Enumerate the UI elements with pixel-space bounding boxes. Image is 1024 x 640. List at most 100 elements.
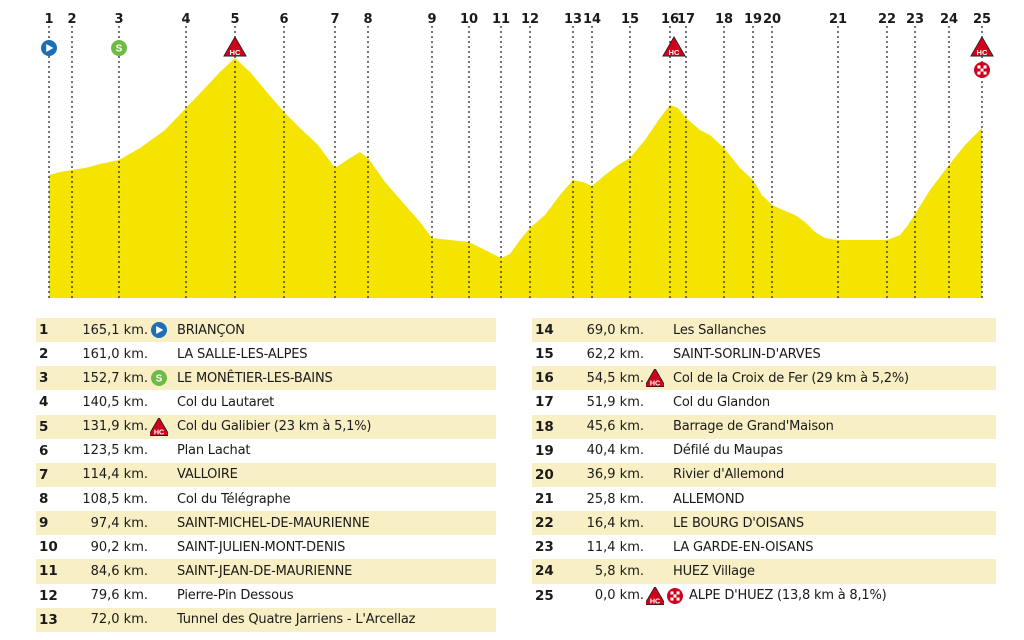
checkpoint-place: LE MONÊTIER-LES-BAINS xyxy=(177,370,333,386)
checkpoint-number: 2 xyxy=(39,346,49,363)
checkpoint-place: VALLOIRE xyxy=(177,467,238,483)
svg-text:HC: HC xyxy=(154,428,164,436)
checkpoint-row: 22 16,4 km. LE BOURG D'OISANS xyxy=(532,511,996,536)
checkpoint-number: 21 xyxy=(829,12,847,27)
checkpoint-place: LA SALLE-LES-ALPES xyxy=(177,346,308,362)
hc-climb-icon: HC xyxy=(646,586,664,605)
checkpoint-row: 14 69,0 km. Les Sallanches xyxy=(532,318,996,343)
checkpoint-distance: 152,7 km. xyxy=(82,370,148,386)
checkpoint-row: 3 152,7 km. S LE MONÊTIER-LES-BAINS xyxy=(36,366,496,391)
checkpoint-number: 9 xyxy=(427,12,436,27)
checkpoint-row: 21 25,8 km. ALLEMOND xyxy=(532,487,996,511)
checkpoint-number: 8 xyxy=(363,12,372,27)
hc-climb-icon: HC xyxy=(150,417,168,436)
checkpoint-place: LA GARDE-EN-OISANS xyxy=(673,539,814,555)
checkpoint-number: 18 xyxy=(715,12,733,27)
checkpoint-number: 14 xyxy=(583,12,601,27)
checkpoint-distance: 16,4 km. xyxy=(586,515,644,531)
checkpoint-place: Col du Lautaret xyxy=(177,394,275,410)
checkpoint-number: 21 xyxy=(535,491,554,508)
checkpoint-distance: 72,0 km. xyxy=(90,612,148,628)
checkpoint-number: 2 xyxy=(67,12,76,27)
checkpoint-number: 17 xyxy=(535,394,554,411)
checkpoint-row: 17 51,9 km. Col du Glandon xyxy=(532,390,996,414)
checkpoint-number: 1 xyxy=(44,12,53,27)
checkpoint-row: 25 0,0 km. HC ALPE D'HUEZ (13,8 km à 8,1%) xyxy=(532,584,996,608)
checkpoint-row: 10 90,2 km. SAINT-JULIEN-MONT-DENIS xyxy=(36,535,496,559)
checkpoint-distance: 5,8 km. xyxy=(594,563,644,579)
checkpoint-number: 10 xyxy=(460,12,478,27)
checkpoint-row: 19 40,4 km. Défilé du Maupas xyxy=(532,439,996,463)
checkpoint-row: 1 165,1 km. BRIANÇON xyxy=(36,318,496,343)
checkpoint-number: 15 xyxy=(621,12,639,27)
checkpoint-table-left: 1 165,1 km. BRIANÇON 2 161,0 km. LA SALLE-LES… xyxy=(36,318,496,632)
checkpoint-row: 8 108,5 km. Col du Télégraphe xyxy=(36,487,496,511)
checkpoint-distance: 90,2 km. xyxy=(90,539,148,555)
checkpoint-number: 12 xyxy=(521,12,539,27)
checkpoint-place: Col du Galibier (23 km à 5,1%) xyxy=(177,419,372,435)
checkpoint-number: 1 xyxy=(39,322,49,339)
checkpoint-number: 20 xyxy=(763,12,781,27)
checkpoint-number: 8 xyxy=(39,491,49,508)
checkpoint-place: LE BOURG D'OISANS xyxy=(673,515,804,531)
svg-text:HC: HC xyxy=(650,597,660,605)
elevation-area xyxy=(49,58,982,298)
checkpoint-distance: 54,5 km. xyxy=(586,370,644,386)
checkpoint-number: 18 xyxy=(535,418,554,435)
checkpoint-row: 18 45,6 km. Barrage de Grand'Maison xyxy=(532,414,996,439)
checkpoint-number: 19 xyxy=(535,442,554,459)
checkpoint-distance: 108,5 km. xyxy=(82,491,148,507)
checkpoint-number: 5 xyxy=(230,12,239,27)
checkpoint-number: 13 xyxy=(39,611,58,628)
checkpoint-place: Col du Glandon xyxy=(673,394,770,410)
sprint-icon: S xyxy=(111,40,127,56)
checkpoint-distance: 123,5 km. xyxy=(82,443,148,459)
checkpoint-number: 24 xyxy=(535,563,554,580)
checkpoint-number: 4 xyxy=(181,12,190,27)
checkpoint-row: 11 84,6 km. SAINT-JEAN-DE-MAURIENNE xyxy=(36,559,496,584)
checkpoint-number: 6 xyxy=(279,12,288,27)
checkpoint-number: 23 xyxy=(906,12,924,27)
checkpoint-distance: 84,6 km. xyxy=(90,563,148,579)
checkpoint-place: Barrage de Grand'Maison xyxy=(673,419,834,435)
checkpoint-distance: 140,5 km. xyxy=(82,394,148,410)
checkpoint-place: ALLEMOND xyxy=(673,491,745,507)
checkpoint-number: 20 xyxy=(535,466,554,483)
checkpoint-place: Col de la Croix de Fer (29 km à 5,2%) xyxy=(673,370,909,386)
checkpoint-place: Tunnel des Quatre Jarriens - L'Arcellaz xyxy=(177,612,416,628)
hc-climb-icon: HC xyxy=(223,36,247,57)
checkpoint-place: SAINT-JULIEN-MONT-DENIS xyxy=(177,539,346,555)
checkpoint-table-right: 14 69,0 km. Les Sallanches 15 62,2 km. SAINT-… xyxy=(532,318,996,608)
svg-text:HC: HC xyxy=(230,48,241,57)
checkpoint-number: 11 xyxy=(39,563,58,580)
checkpoint-place: SAINT-JEAN-DE-MAURIENNE xyxy=(177,563,353,579)
checkpoint-number: 17 xyxy=(677,12,695,27)
checkpoint-number: 5 xyxy=(39,418,49,435)
checkpoint-row: 2 161,0 km. LA SALLE-LES-ALPES xyxy=(36,342,496,366)
checkpoint-number: 16 xyxy=(535,370,554,387)
svg-text:HC: HC xyxy=(977,48,988,57)
checkpoint-distance: 79,6 km. xyxy=(90,588,148,604)
hc-climb-icon: HC xyxy=(646,369,664,388)
checkpoint-distance: 131,9 km. xyxy=(82,419,148,435)
checkpoint-number: 7 xyxy=(330,12,339,27)
checkpoint-row: 9 97,4 km. SAINT-MICHEL-DE-MAURIENNE xyxy=(36,511,496,536)
checkpoint-number: 16 xyxy=(661,12,679,27)
checkpoint-distance: 11,4 km. xyxy=(586,539,644,555)
start-icon xyxy=(41,40,57,56)
svg-text:HC: HC xyxy=(650,380,660,388)
hc-climb-icon: HC xyxy=(150,417,168,436)
sprint-icon: S xyxy=(150,369,168,387)
checkpoint-place: BRIANÇON xyxy=(177,322,245,338)
checkpoint-row: 13 72,0 km. Tunnel des Quatre Jarriens - L… xyxy=(36,607,496,632)
svg-text:S: S xyxy=(156,374,163,385)
checkpoint-number: 3 xyxy=(39,370,49,387)
checkpoint-row: 12 79,6 km. Pierre-Pin Dessous xyxy=(36,584,496,608)
checkpoint-distance: 165,1 km. xyxy=(82,322,148,338)
finish-icon xyxy=(666,587,684,605)
checkpoint-place: Plan Lachat xyxy=(177,443,251,459)
checkpoint-number: 4 xyxy=(39,394,49,411)
checkpoint-distance: 161,0 km. xyxy=(82,346,148,362)
checkpoint-number: 14 xyxy=(535,322,554,339)
